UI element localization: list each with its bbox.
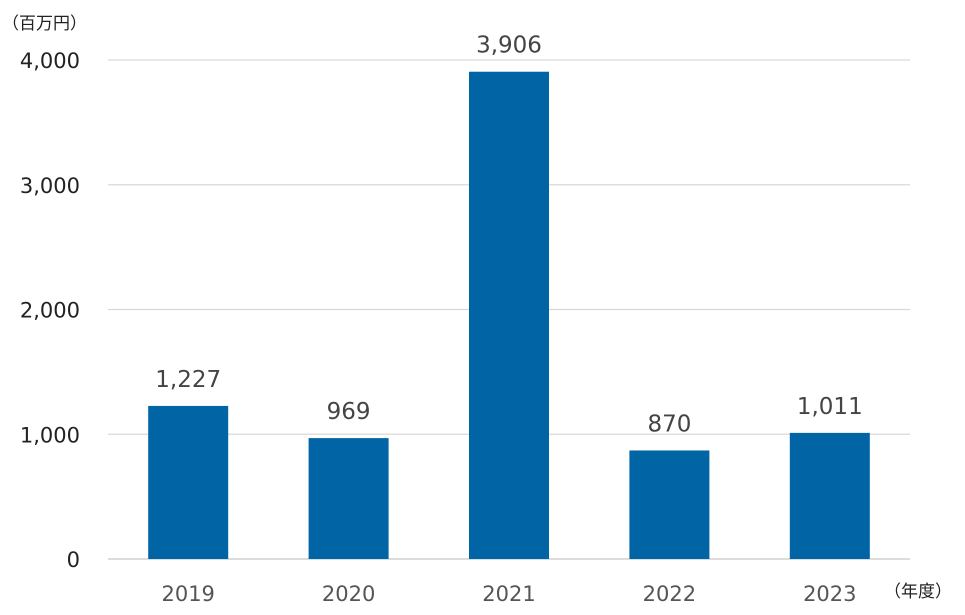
data-label-2021: 3,906 xyxy=(476,33,542,59)
x-tick-label: 2022 xyxy=(643,582,696,606)
bar-2023 xyxy=(789,432,870,559)
bar-2021 xyxy=(469,71,549,559)
x-tick-label: 2023 xyxy=(803,582,856,606)
bar-2020 xyxy=(308,438,389,559)
x-unit-label: （年度） xyxy=(884,582,952,602)
x-tick-label: 2021 xyxy=(482,582,535,606)
data-label-2020: 969 xyxy=(327,399,371,425)
data-label-2022: 870 xyxy=(647,411,691,437)
data-label-2023: 1,011 xyxy=(797,394,863,420)
x-tick-label: 2019 xyxy=(161,582,214,606)
data-labels: 1,227 969 3,906 870 1,011 xyxy=(155,33,862,438)
y-tick-label: 2,000 xyxy=(20,299,80,323)
x-axis-ticks: 2019 2020 2021 2022 2023 xyxy=(161,582,856,606)
y-tick-label: 4,000 xyxy=(20,49,80,73)
data-label-2019: 1,227 xyxy=(155,367,221,393)
y-unit-label: （百万円） xyxy=(2,14,87,34)
y-tick-label: 0 xyxy=(67,548,80,572)
y-axis-ticks: 0 1,000 2,000 3,000 4,000 xyxy=(20,49,80,572)
bars xyxy=(148,71,870,559)
bar-2019 xyxy=(148,405,229,559)
y-tick-label: 1,000 xyxy=(20,423,80,447)
x-tick-label: 2020 xyxy=(322,582,375,606)
y-tick-label: 3,000 xyxy=(20,174,80,198)
bar-2022 xyxy=(629,450,710,559)
